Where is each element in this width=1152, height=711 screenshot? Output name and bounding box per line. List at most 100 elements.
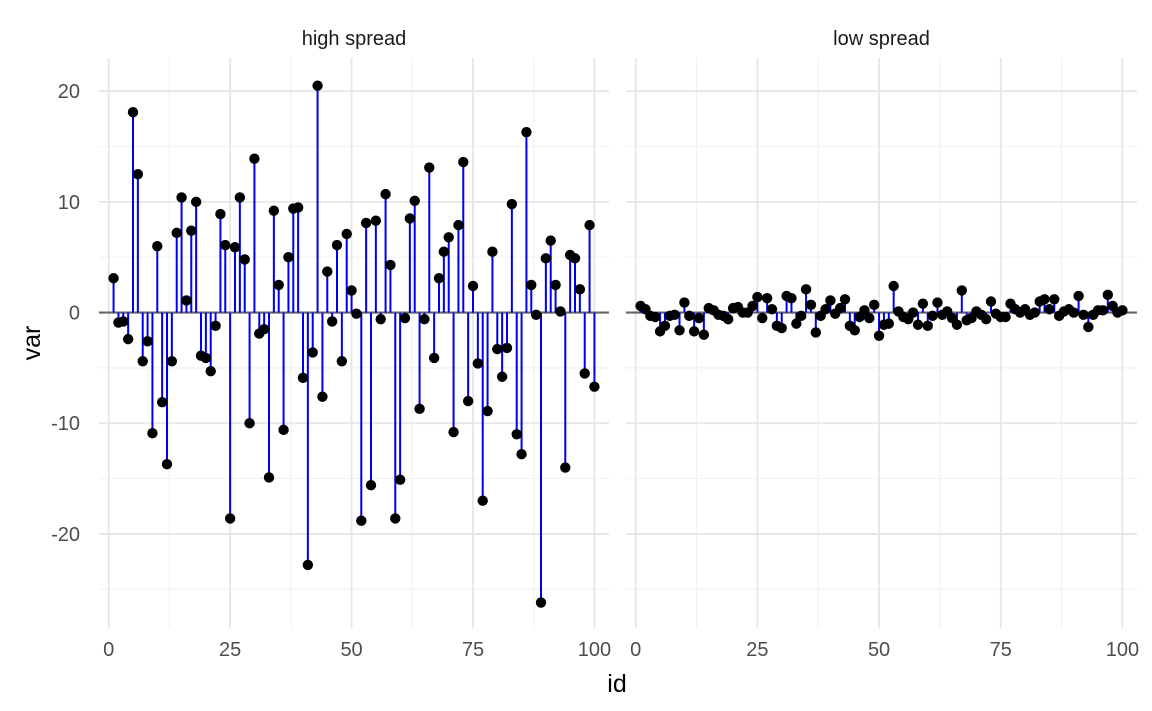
- point-low-33: [791, 318, 802, 329]
- point-high-78: [482, 405, 493, 417]
- x-tick-label-high-75: 75: [462, 639, 484, 661]
- point-high-22: [210, 320, 221, 332]
- point-low-42: [834, 302, 846, 314]
- x-tick-label-high-25: 25: [219, 639, 241, 661]
- point-low-40: [825, 295, 836, 306]
- point-high-25: [224, 513, 236, 524]
- point-high-33: [263, 472, 275, 483]
- point-high-77: [477, 495, 488, 506]
- point-low-12: [688, 326, 700, 337]
- point-high-69: [438, 246, 450, 257]
- point-high-65: [419, 314, 430, 325]
- point-high-91: [545, 235, 556, 246]
- y-tick-label-20: 20: [58, 81, 80, 103]
- x-tick-label-low-75: 75: [990, 639, 1012, 661]
- x-tick-label-low-100: 100: [1106, 639, 1139, 661]
- point-high-15: [176, 192, 187, 203]
- point-low-52: [883, 318, 894, 329]
- point-low-11: [684, 310, 695, 322]
- point-high-87: [526, 279, 537, 291]
- point-high-40: [297, 372, 309, 384]
- point-high-24: [220, 239, 231, 251]
- point-low-45: [849, 325, 860, 336]
- x-tick-label-low-25: 25: [746, 639, 768, 661]
- x-tick-label-low-50: 50: [868, 639, 890, 661]
- point-low-97: [1102, 289, 1114, 301]
- point-high-52: [356, 515, 367, 526]
- point-high-70: [443, 232, 454, 243]
- point-low-30: [776, 322, 787, 334]
- point-high-43: [312, 80, 323, 91]
- point-high-88: [530, 309, 542, 320]
- point-high-8: [142, 336, 153, 347]
- point-high-45: [322, 266, 333, 277]
- point-high-28: [239, 254, 250, 265]
- y-axis-tick-labels: -20 -10 0 10 20: [51, 81, 80, 546]
- point-low-100: [1117, 305, 1128, 316]
- point-low-28: [766, 304, 778, 315]
- point-low-73: [985, 296, 997, 307]
- point-high-14: [171, 227, 182, 239]
- point-high-64: [414, 403, 425, 415]
- point-low-50: [873, 330, 885, 342]
- point-high-58: [385, 259, 396, 271]
- point-high-50: [346, 285, 357, 296]
- point-high-3: [118, 316, 129, 327]
- point-high-99: [584, 219, 595, 231]
- point-low-93: [1083, 321, 1094, 333]
- point-high-75: [467, 280, 479, 292]
- point-low-27: [761, 292, 773, 304]
- point-low-57: [907, 307, 919, 318]
- point-high-56: [375, 314, 386, 325]
- point-high-89: [535, 597, 547, 608]
- point-low-14: [698, 329, 710, 340]
- point-high-23: [215, 208, 226, 220]
- point-high-86: [521, 126, 532, 138]
- x-tick-label-high-0: 0: [103, 639, 114, 661]
- point-high-30: [249, 153, 260, 164]
- point-low-92: [1078, 309, 1089, 320]
- point-low-47: [859, 305, 870, 316]
- point-high-36: [278, 424, 289, 436]
- point-high-21: [205, 366, 216, 377]
- strip-label-low-spread: low spread: [833, 28, 930, 50]
- point-high-49: [341, 228, 352, 240]
- point-high-4: [122, 333, 134, 345]
- point-high-85: [516, 449, 527, 460]
- point-high-81: [496, 371, 508, 382]
- point-high-92: [550, 279, 561, 291]
- x-axis-title: id: [607, 670, 626, 698]
- point-high-59: [390, 513, 401, 524]
- point-low-59: [917, 298, 929, 309]
- point-low-66: [951, 319, 963, 330]
- point-high-7: [137, 356, 148, 367]
- point-low-53: [888, 280, 899, 292]
- point-high-96: [569, 253, 581, 264]
- point-high-73: [458, 156, 469, 168]
- point-low-25: [752, 291, 763, 303]
- point-high-79: [487, 246, 498, 257]
- point-high-6: [132, 169, 144, 180]
- point-high-11: [156, 397, 168, 408]
- point-high-66: [424, 162, 435, 173]
- point-low-26: [757, 312, 768, 324]
- point-low-82: [1029, 307, 1041, 318]
- x-tick-label-high-100: 100: [578, 639, 611, 661]
- y-tick-label--10: -10: [51, 413, 80, 435]
- point-high-60: [394, 474, 406, 485]
- point-low-96: [1097, 305, 1109, 316]
- point-low-13: [693, 312, 705, 324]
- y-tick-label--20: -20: [51, 524, 80, 546]
- panel-low-spread: low spread: [626, 28, 1137, 628]
- point-low-84: [1039, 294, 1050, 305]
- point-high-1: [108, 273, 119, 284]
- point-high-98: [579, 368, 590, 379]
- point-high-13: [166, 356, 178, 367]
- point-high-71: [448, 426, 459, 438]
- point-high-63: [409, 195, 420, 206]
- point-high-54: [365, 480, 377, 491]
- point-low-4: [650, 311, 661, 323]
- x-axis-tick-labels: 0 25 50 75 100 0 25 50 75 100: [103, 639, 1139, 661]
- y-axis-title: var: [18, 326, 46, 361]
